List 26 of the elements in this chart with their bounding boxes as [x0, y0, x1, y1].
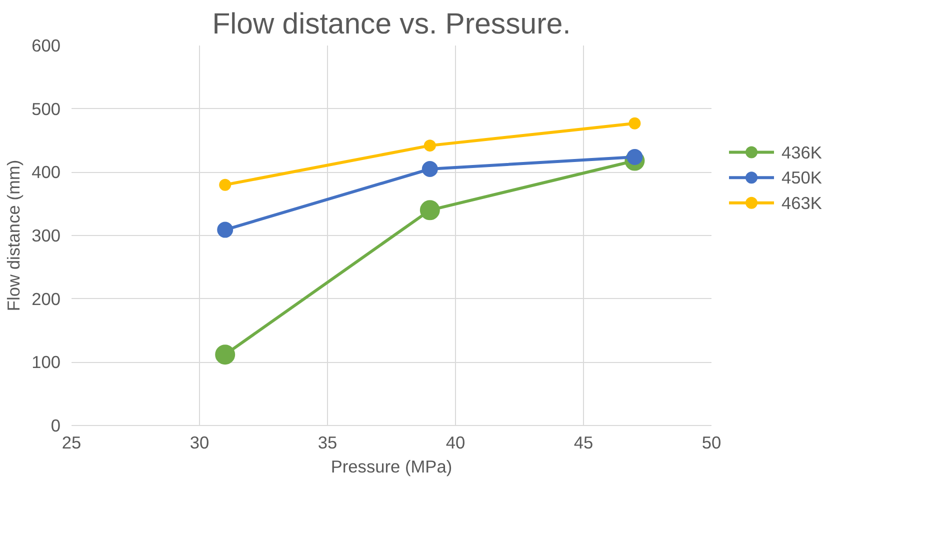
x-tick-label: 35 [318, 432, 338, 452]
x-tick-label: 25 [62, 432, 82, 452]
y-tick-label: 400 [32, 162, 61, 182]
point [215, 344, 236, 365]
legend-label: 450K [782, 168, 822, 188]
y-tick-label: 0 [50, 416, 61, 436]
x-tick-label: 45 [574, 432, 594, 452]
x-tick-label: 30 [190, 432, 210, 452]
legend-label: 436K [782, 142, 822, 162]
point [424, 140, 436, 152]
point [420, 200, 440, 220]
x-tick-label: 40 [446, 432, 466, 452]
point [219, 178, 232, 191]
y-tick-label: 100 [32, 352, 61, 372]
point [422, 161, 438, 177]
point [628, 117, 641, 130]
chart-title: Flow distance vs. Pressure. [212, 8, 571, 40]
x-tick-label: 50 [702, 432, 722, 452]
y-tick-label: 600 [32, 36, 61, 56]
x-axis-title: Pressure (MPa) [330, 456, 452, 476]
y-tick-label: 300 [32, 226, 61, 246]
y-axis-title: Flow distance (mm) [4, 160, 24, 312]
legend-label: 463K [782, 192, 822, 213]
y-tick-label: 200 [32, 288, 61, 309]
point [217, 222, 234, 238]
y-tick-label: 500 [32, 98, 61, 119]
